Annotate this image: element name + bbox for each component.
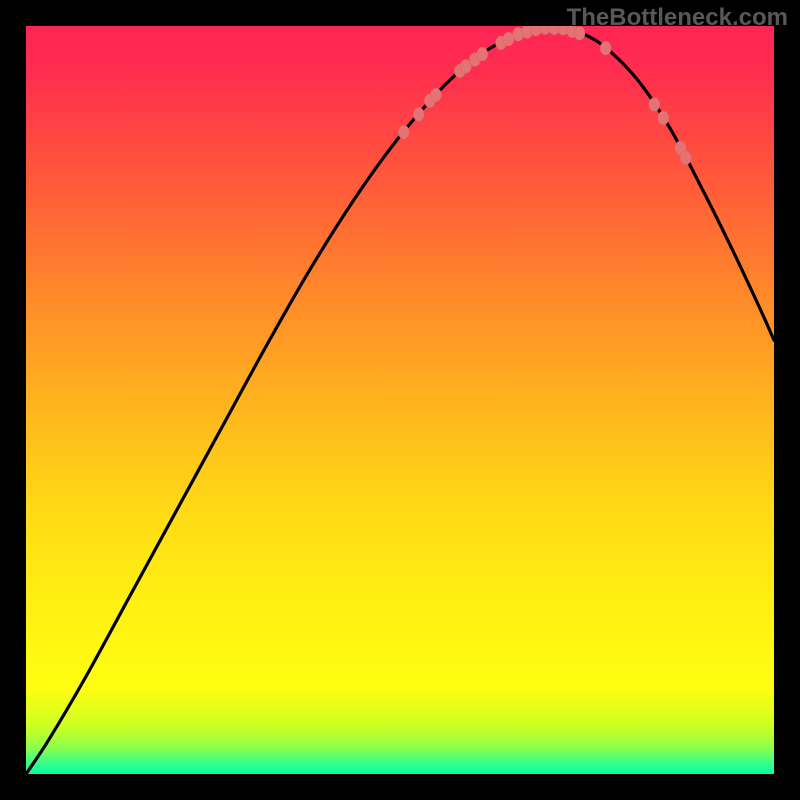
plot-area [26,26,774,774]
curve-marker [413,107,424,121]
curve-marker [658,111,669,125]
curve-marker [649,98,660,112]
curve-marker [600,41,611,55]
curve-marker [398,125,409,139]
chart-canvas: TheBottleneck.com [0,0,800,800]
curve-marker [431,88,442,102]
curve-marker [503,32,514,46]
chart-svg [26,26,774,774]
curve-marker [477,47,488,61]
watermark-text: TheBottleneck.com [567,4,788,32]
curve-marker [680,151,691,165]
